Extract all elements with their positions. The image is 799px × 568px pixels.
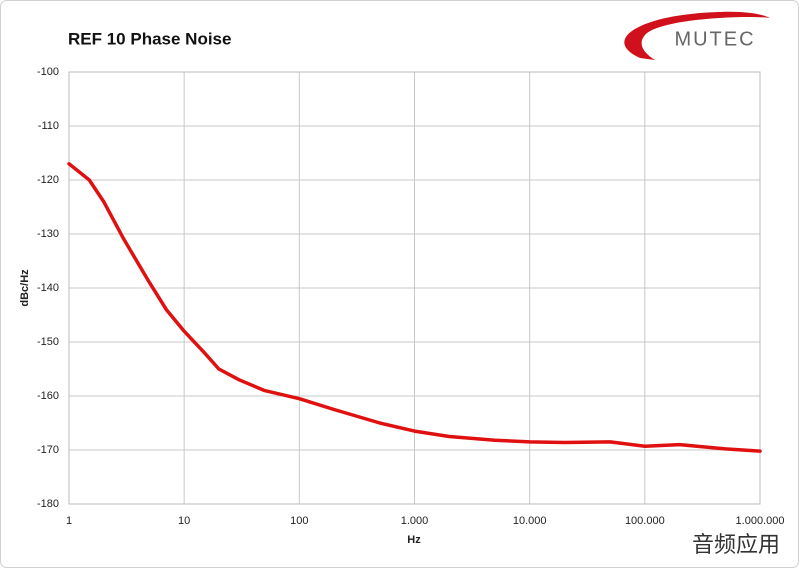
watermark: 音频应用: [692, 532, 780, 557]
y-tick-label: -130: [37, 228, 59, 240]
x-tick-label: 100: [290, 515, 308, 527]
x-tick-label: 1.000.000: [736, 515, 785, 527]
x-tick-label: 10: [178, 515, 190, 527]
x-axis-label: Hz: [407, 534, 421, 546]
chart-title: REF 10 Phase Noise: [68, 29, 231, 48]
plot-border: [68, 71, 761, 505]
logo-swoosh: [624, 11, 770, 61]
y-tick-label: -110: [38, 120, 59, 132]
y-tick-label: -120: [37, 174, 59, 186]
x-tick-label: 10.000: [513, 515, 547, 527]
logo: MUTEC: [674, 28, 755, 50]
y-tick-label: -160: [37, 390, 59, 402]
y-tick-label: -170: [37, 444, 59, 456]
x-tick-label: 1: [66, 515, 72, 527]
y-tick-label: -140: [37, 282, 59, 294]
x-tick-label: 100.000: [625, 515, 665, 527]
y-tick-label: -180: [37, 498, 59, 510]
y-tick-label: -150: [37, 336, 59, 348]
line: [67, 162, 762, 453]
y-axis-label: dBc/Hz: [19, 269, 31, 307]
y-tick-label: -100: [37, 66, 59, 78]
x-tick-label: 1.000: [401, 515, 429, 527]
